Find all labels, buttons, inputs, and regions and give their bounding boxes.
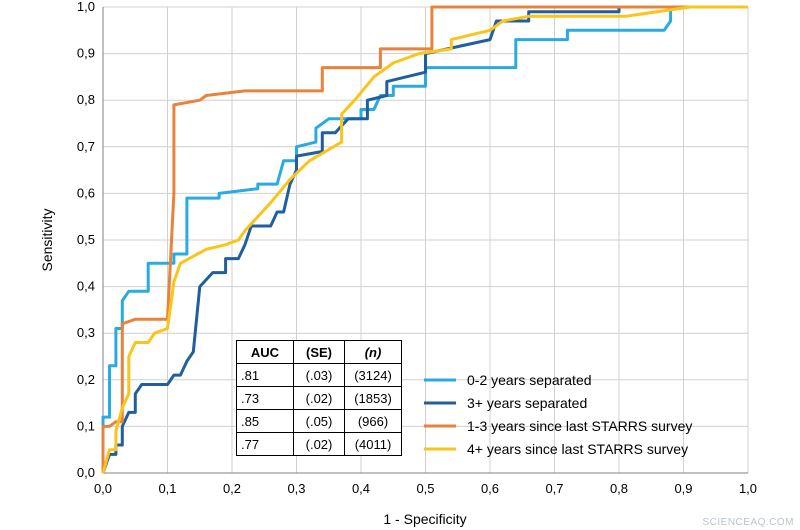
series-line-4 [101, 5, 748, 474]
n-value: (4011) [344, 432, 402, 456]
se-value: (.03) [293, 363, 345, 387]
axes [102, 7, 748, 474]
auc-value: .85 [236, 409, 294, 433]
x-tick-label: 0,6 [481, 481, 499, 496]
n-value: (1853) [344, 386, 402, 410]
x-tick-label: 0,1 [158, 481, 176, 496]
stats-header-row: AUC (SE) (n) [236, 340, 402, 364]
y-axis-title: Sensitivity [39, 208, 55, 271]
table-row: .73 (.02) (1853) [236, 386, 402, 410]
se-value: (.05) [293, 409, 345, 433]
y-tick-label: 0,9 [77, 46, 95, 61]
auc-value: .81 [236, 363, 294, 387]
y-tick-label: 0,6 [77, 185, 95, 200]
y-tick-label: 0,0 [77, 465, 95, 480]
x-tick-label: 1,0 [739, 481, 757, 496]
watermark: SCIENCEAQ.COM [702, 517, 794, 528]
y-tick-label: 0,1 [77, 418, 95, 433]
y-tick-labels: 0,0 0,1 0,2 0,3 0,4 0,5 0,6 0,7 0,8 0,9 1,0 [77, 0, 95, 480]
x-tick-label: 0,8 [610, 481, 628, 496]
auc-value: .77 [236, 432, 294, 456]
n-header: (n) [344, 340, 402, 364]
x-tick-label: 0,2 [223, 481, 241, 496]
x-tick-label: 0,4 [352, 481, 370, 496]
n-value: (3124) [344, 363, 402, 387]
x-tick-label: 0,3 [287, 481, 305, 496]
series-layer [101, 5, 748, 474]
se-header: (SE) [293, 340, 345, 364]
y-tick-label: 0,3 [77, 325, 95, 340]
table-row: .81 (.03) (3124) [236, 363, 402, 387]
auc-header: AUC [236, 340, 294, 364]
x-tick-label: 0,0 [94, 481, 112, 496]
x-tick-labels: 0,0 0,1 0,2 0,3 0,4 0,5 0,6 0,7 0,8 0,9 1,0 [94, 481, 757, 496]
legend-label: 3+ years separated [467, 395, 587, 411]
x-tick-label: 0,5 [416, 481, 434, 496]
table-row: .77 (.02) (4011) [236, 432, 402, 456]
legend-label: 0-2 years separated [467, 372, 592, 388]
x-tick-label: 0,9 [674, 481, 692, 496]
y-tick-label: 0,4 [77, 279, 95, 294]
se-value: (.02) [293, 386, 345, 410]
series-line-1 [101, 5, 748, 473]
series-line-2 [101, 5, 748, 474]
legend-label: 4+ years since last STARRS survey [467, 441, 688, 457]
y-tick-label: 0,5 [77, 232, 95, 247]
auc-stats-table: AUC (SE) (n) .81 (.03) (3124) .73 (.02) … [236, 340, 402, 456]
n-value: (966) [344, 409, 402, 433]
y-tick-label: 0,2 [77, 372, 95, 387]
x-axis-title: 1 - Specificity [383, 511, 466, 527]
y-tick-label: 0,7 [77, 139, 95, 154]
y-tick-label: 1,0 [77, 0, 95, 14]
x-tick-label: 0,7 [545, 481, 563, 496]
legend-label: 1-3 years since last STARRS survey [467, 418, 692, 434]
legend: 0-2 years separated 3+ years separated 1-3… [424, 372, 692, 457]
se-value: (.02) [293, 432, 345, 456]
auc-value: .73 [236, 386, 294, 410]
y-tick-label: 0,8 [77, 92, 95, 107]
table-row: .85 (.05) (966) [236, 409, 402, 433]
